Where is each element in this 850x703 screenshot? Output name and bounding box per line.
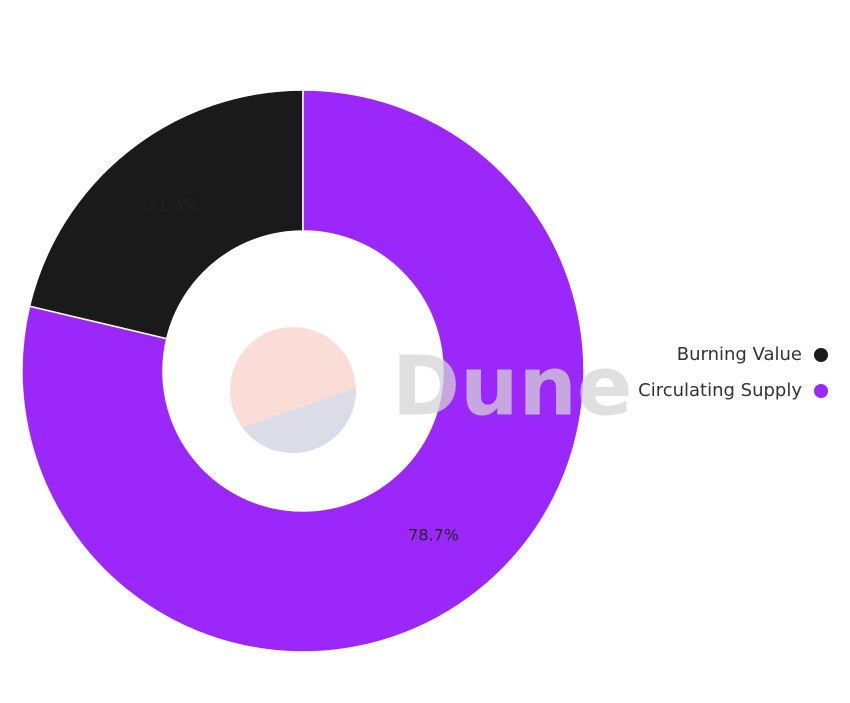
slice	[28, 89, 304, 340]
watermark-logo	[230, 327, 356, 453]
slice-label: 78.7%	[408, 526, 459, 545]
legend-label: Burning Value	[677, 344, 802, 365]
legend-label: Circulating Supply	[638, 380, 802, 401]
slice-label: 21.3%	[147, 195, 198, 214]
watermark: Dune	[230, 327, 632, 453]
watermark-text: Dune	[392, 339, 632, 434]
legend-marker	[814, 348, 828, 362]
slice	[21, 89, 585, 653]
legend-marker	[814, 384, 828, 398]
donut	[21, 89, 585, 653]
